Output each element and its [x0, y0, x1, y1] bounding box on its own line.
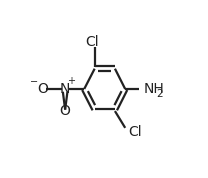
Text: 2: 2: [156, 89, 163, 99]
Text: O: O: [37, 82, 48, 96]
Text: NH: NH: [143, 82, 164, 96]
Text: −: −: [30, 77, 38, 87]
Text: N: N: [60, 82, 70, 96]
Text: O: O: [60, 104, 71, 118]
Text: Cl: Cl: [128, 125, 142, 139]
Text: Cl: Cl: [85, 35, 99, 49]
Text: +: +: [68, 76, 76, 86]
